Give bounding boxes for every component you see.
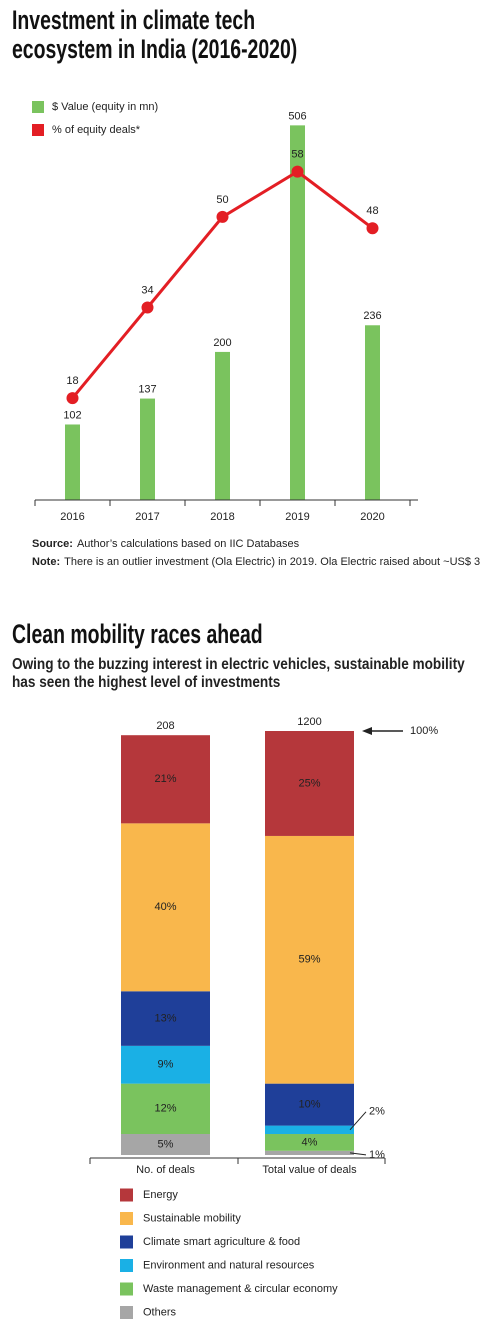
bar bbox=[290, 125, 305, 500]
line-point bbox=[66, 392, 79, 405]
leader-line bbox=[349, 1152, 367, 1156]
segment-label: 1% bbox=[369, 1149, 385, 1161]
legend-swatch bbox=[120, 1188, 133, 1202]
bar-segment bbox=[121, 991, 210, 1046]
total-label: 1200 bbox=[297, 716, 321, 728]
chart-subtitle: Owing to the buzzing interest in electri… bbox=[12, 656, 465, 691]
footnote-text: There is an outlier investment (Ola Elec… bbox=[64, 556, 480, 568]
segment-label: 5% bbox=[158, 1138, 174, 1150]
bar-segment bbox=[265, 1150, 354, 1155]
legend-label: Environment and natural resources bbox=[143, 1259, 315, 1271]
bar-segment bbox=[265, 1125, 354, 1135]
bar-segment bbox=[121, 1134, 210, 1155]
footnote: Note: There is an outlier investment (Ola… bbox=[32, 556, 480, 568]
legend-swatch bbox=[32, 101, 44, 113]
legend-label: Waste management & circular economy bbox=[143, 1283, 338, 1295]
x-tick-label: 2016 bbox=[60, 511, 84, 523]
line-value-label: 34 bbox=[141, 284, 153, 296]
segment-label: 13% bbox=[154, 1012, 176, 1024]
legend-swatch bbox=[120, 1235, 133, 1249]
bar-value-label: 506 bbox=[288, 110, 306, 122]
bar-value-label: 200 bbox=[213, 337, 231, 349]
bar-segment bbox=[121, 735, 210, 824]
bar bbox=[65, 424, 80, 500]
line-point bbox=[291, 165, 304, 178]
footnote-label: Note: bbox=[32, 556, 60, 568]
x-tick-label: 2017 bbox=[135, 511, 159, 523]
bar bbox=[365, 325, 380, 500]
segment-label: 59% bbox=[298, 954, 320, 966]
segment-label: 12% bbox=[154, 1103, 176, 1115]
legend-label: $ Value (equity in mn) bbox=[52, 101, 158, 113]
total-label: 208 bbox=[156, 720, 174, 732]
leader-line bbox=[349, 1111, 367, 1131]
segment-label: 4% bbox=[302, 1136, 318, 1148]
line-value-label: 18 bbox=[66, 375, 78, 387]
legend-label: Others bbox=[143, 1306, 177, 1318]
footnote-label: Source: bbox=[32, 538, 73, 550]
legend-swatch bbox=[120, 1282, 133, 1296]
bar-segment bbox=[265, 731, 354, 836]
segment-label: 21% bbox=[154, 773, 176, 785]
line-value-label: 50 bbox=[216, 194, 228, 206]
legend-label: Energy bbox=[143, 1189, 178, 1201]
chart-title: Investment in climate tech ecosystem in … bbox=[12, 5, 298, 64]
bar-segment bbox=[121, 1083, 210, 1135]
x-tick-label: 2019 bbox=[285, 511, 309, 523]
segment-label: 9% bbox=[158, 1059, 174, 1071]
bar-segment bbox=[121, 823, 210, 992]
legend-swatch bbox=[32, 124, 44, 136]
bar bbox=[140, 398, 155, 500]
line-value-label: 58 bbox=[291, 149, 303, 161]
bar-segment bbox=[265, 1134, 354, 1151]
segment-label: 2% bbox=[369, 1106, 385, 1118]
footnote-text: Author’s calculations based on IIC Datab… bbox=[77, 538, 300, 550]
annotation-arrowhead bbox=[362, 727, 372, 735]
x-tick-label: Total value of deals bbox=[262, 1164, 357, 1176]
legend-label: % of equity deals* bbox=[52, 124, 141, 136]
legend-label: Climate smart agriculture & food bbox=[143, 1236, 300, 1248]
legend-label: Sustainable mobility bbox=[143, 1212, 241, 1224]
footnote: Source: Author’s calculations based on II… bbox=[32, 538, 300, 550]
line-value-label: 48 bbox=[366, 205, 378, 217]
line-point bbox=[216, 210, 229, 223]
segment-label: 40% bbox=[154, 901, 176, 913]
legend-swatch bbox=[120, 1306, 133, 1319]
bar-value-label: 236 bbox=[363, 310, 381, 322]
bar-value-label: 102 bbox=[63, 409, 81, 421]
bar-value-label: 137 bbox=[138, 383, 156, 395]
x-tick-label: 2020 bbox=[360, 511, 384, 523]
line-point bbox=[141, 301, 154, 314]
x-tick-label: 2018 bbox=[210, 511, 234, 523]
bar-segment bbox=[265, 1083, 354, 1126]
bar-segment bbox=[265, 835, 354, 1084]
segment-label: 25% bbox=[298, 777, 320, 789]
line-point bbox=[366, 222, 379, 235]
bar-segment bbox=[121, 1045, 210, 1084]
legend-swatch bbox=[120, 1212, 133, 1225]
segment-label: 10% bbox=[298, 1099, 320, 1111]
annotation: 100% bbox=[410, 725, 438, 737]
x-tick-label: No. of deals bbox=[136, 1164, 195, 1176]
legend-swatch bbox=[120, 1259, 133, 1272]
chart-title: Clean mobility races ahead bbox=[12, 619, 263, 649]
bar bbox=[215, 351, 230, 500]
